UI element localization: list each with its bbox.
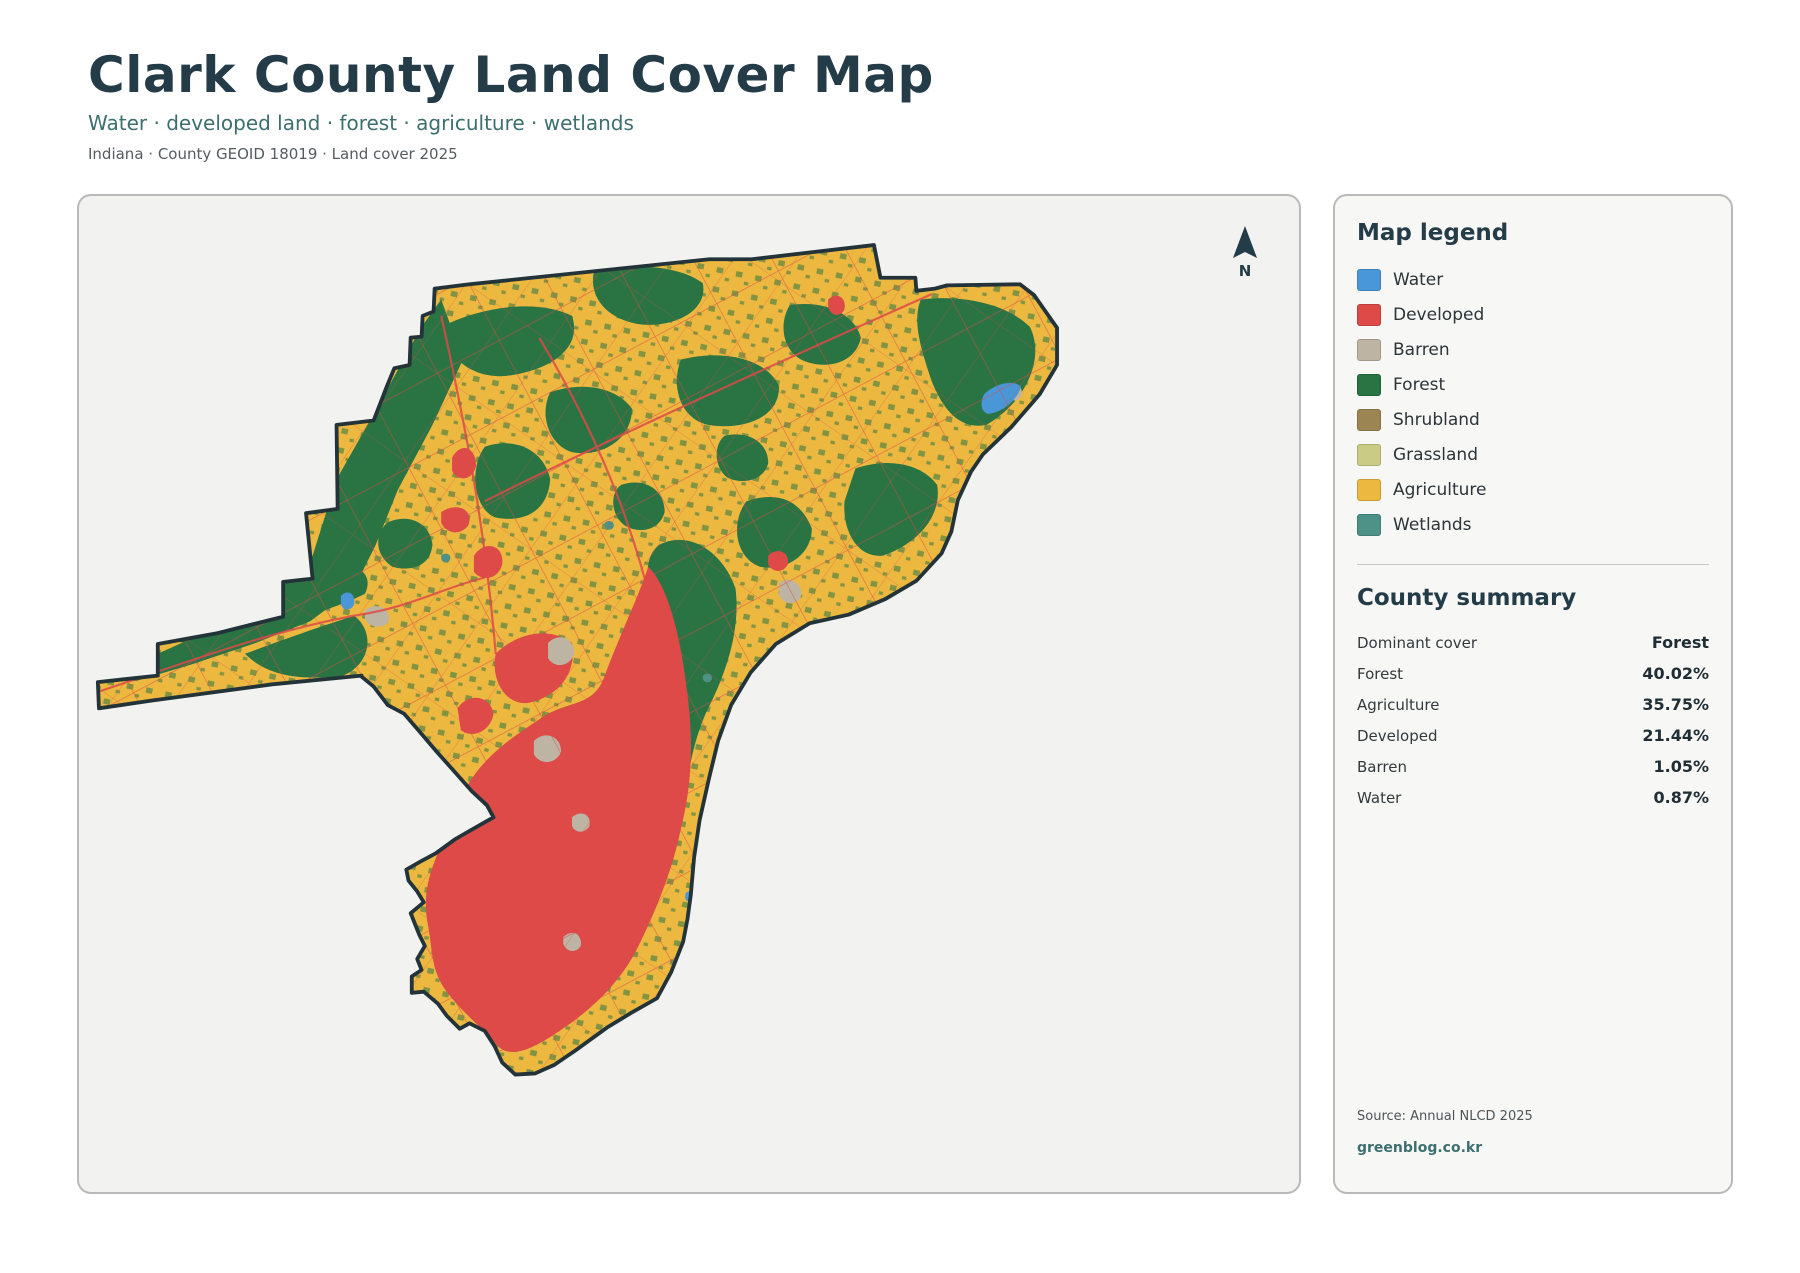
map-panel[interactable]: N xyxy=(77,194,1301,1194)
county-boundary xyxy=(95,243,1059,1077)
page-header: Clark County Land Cover Map Water · deve… xyxy=(88,46,934,164)
north-arrow: N xyxy=(1233,226,1257,280)
legend-list: Water Developed Barren Forest Shrubland … xyxy=(1357,262,1709,542)
major-roads xyxy=(97,293,933,698)
summary-value: 35.75% xyxy=(1642,695,1709,714)
summary-row: Developed 21.44% xyxy=(1357,720,1709,751)
legend-label: Agriculture xyxy=(1393,479,1487,500)
legend-label: Grassland xyxy=(1393,444,1478,465)
legend-label: Water xyxy=(1393,269,1444,290)
north-label: N xyxy=(1239,262,1252,280)
land-cover-map[interactable]: N xyxy=(79,196,1299,1192)
panel-divider xyxy=(1357,564,1709,565)
water-swatch xyxy=(1357,268,1381,291)
legend-label: Forest xyxy=(1393,374,1446,395)
legend-item-developed: Developed xyxy=(1357,297,1709,332)
summary-row: Agriculture 35.75% xyxy=(1357,689,1709,720)
summary-row: Water 0.87% xyxy=(1357,782,1709,813)
legend-label: Shrubland xyxy=(1393,409,1480,430)
brand-link[interactable]: greenblog.co.kr xyxy=(1357,1140,1483,1156)
legend-label: Barren xyxy=(1393,339,1450,360)
legend-item-grassland: Grassland xyxy=(1357,437,1709,472)
legend-item-barren: Barren xyxy=(1357,332,1709,367)
legend-item-water: Water xyxy=(1357,262,1709,297)
north-arrow-icon xyxy=(1233,226,1257,258)
legend-label: Wetlands xyxy=(1393,514,1472,535)
panel-footer: Source: Annual NLCD 2025 greenblog.co.kr xyxy=(1357,1109,1533,1156)
page-meta: Indiana · County GEOID 18019 · Land cove… xyxy=(88,145,458,163)
summary-row: Forest 40.02% xyxy=(1357,658,1709,689)
developed-swatch xyxy=(1357,303,1381,326)
grassland-swatch xyxy=(1357,443,1381,466)
summary-row: Barren 1.05% xyxy=(1357,751,1709,782)
page-subtitle: Water · developed land · forest · agricu… xyxy=(88,111,634,135)
summary-label: Water xyxy=(1357,788,1402,807)
summary-label: Developed xyxy=(1357,726,1438,745)
legend-item-forest: Forest xyxy=(1357,367,1709,402)
summary-value: 0.87% xyxy=(1653,788,1709,807)
page-title: Clark County Land Cover Map xyxy=(88,46,934,104)
legend-item-agriculture: Agriculture xyxy=(1357,472,1709,507)
source-note: Source: Annual NLCD 2025 xyxy=(1357,1109,1533,1124)
side-panel: Map legend Water Developed Barren Forest… xyxy=(1333,194,1733,1194)
summary-value: 21.44% xyxy=(1642,726,1709,745)
legend-item-shrubland: Shrubland xyxy=(1357,402,1709,437)
summary-value: 40.02% xyxy=(1642,664,1709,683)
wetlands-swatch xyxy=(1357,513,1381,536)
forest-swatch xyxy=(1357,373,1381,396)
summary-label: Barren xyxy=(1357,757,1407,776)
summary-label: Forest xyxy=(1357,664,1404,683)
agriculture-swatch xyxy=(1357,478,1381,501)
county-map-group xyxy=(95,243,1059,1077)
summary-value: Forest xyxy=(1651,633,1709,652)
summary-label: Agriculture xyxy=(1357,695,1440,714)
legend-item-wetlands: Wetlands xyxy=(1357,507,1709,542)
summary-table: Dominant cover Forest Forest 40.02% Agri… xyxy=(1357,627,1709,813)
barren-swatch xyxy=(1357,338,1381,361)
shrubland-swatch xyxy=(1357,408,1381,431)
summary-label: Dominant cover xyxy=(1357,633,1478,652)
summary-heading: County summary xyxy=(1357,585,1577,611)
legend-heading: Map legend xyxy=(1357,220,1509,246)
legend-label: Developed xyxy=(1393,304,1485,325)
summary-row: Dominant cover Forest xyxy=(1357,627,1709,658)
summary-value: 1.05% xyxy=(1653,757,1709,776)
